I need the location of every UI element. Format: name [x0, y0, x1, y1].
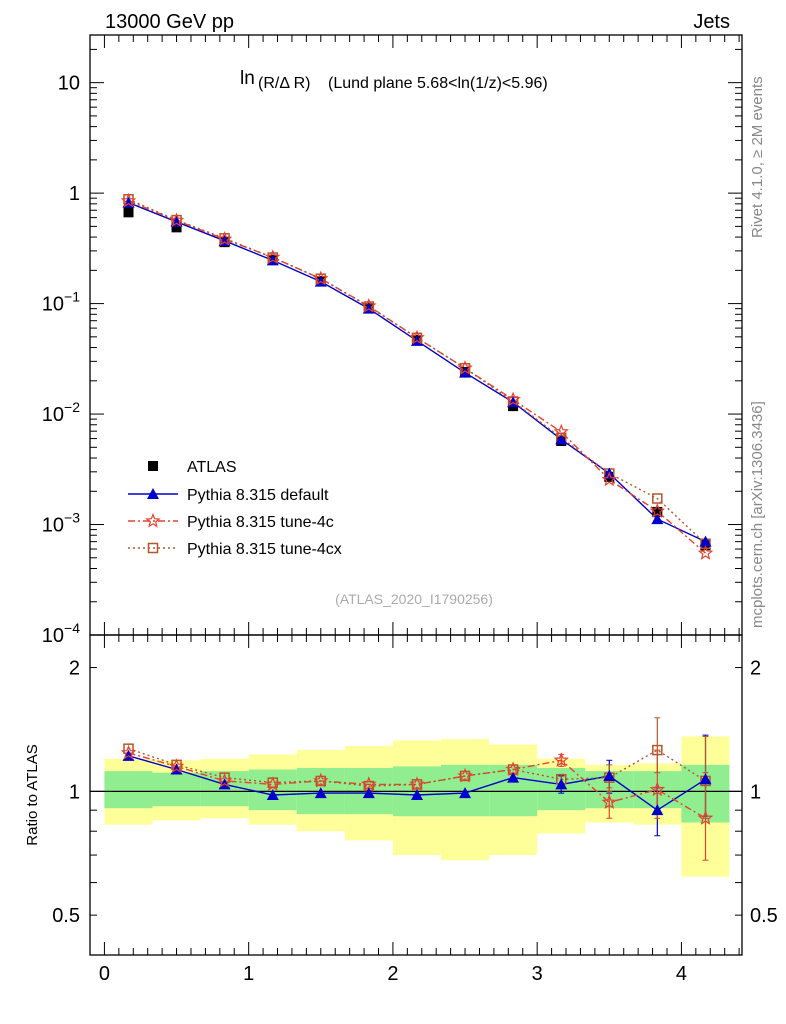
ratio-ylabel: Ratio to ATLAS — [24, 744, 41, 845]
ratio-point-tune4c — [649, 781, 666, 797]
ratio-xtick-label: 4 — [676, 963, 687, 985]
main-point-tune4c — [216, 231, 233, 246]
main-plot: 10 1 10−1 10−2 10−3 10−4 ATLAS Pythia 8.315 def… — [42, 34, 743, 647]
ratio-line-tune4cx — [128, 748, 706, 787]
main-point-default — [651, 513, 664, 525]
legend-label-atlas: ATLAS — [187, 459, 237, 476]
mcplots-label: mcplots.cern.ch [arXiv:1306.3436] — [749, 401, 766, 628]
ratio-ytick-label-right: 0.5 — [750, 905, 778, 927]
ratio-xtick-label: 0 — [99, 963, 110, 985]
ratio-point-default — [314, 787, 327, 799]
ratio-point-tune4c — [168, 758, 185, 774]
rivet-label: Rivet 4.1.0, ≥ 2M events — [749, 76, 766, 238]
main-ytick-label: 10−1 — [42, 289, 80, 316]
ratio-point-tune4cx — [652, 744, 663, 756]
main-point-tune4c — [409, 329, 425, 345]
ratio-point-tune4c — [360, 776, 377, 791]
legend-label-tune4cx: Pythia 8.315 tune-4cx — [187, 541, 342, 558]
header-right: Jets — [693, 11, 730, 33]
main-point-tune4c — [265, 249, 281, 264]
main-point-tune4c — [168, 212, 185, 228]
main-point-tune4c — [601, 471, 618, 487]
ratio-ytick-label-right: 2 — [750, 658, 761, 680]
main-point-default — [555, 433, 568, 445]
main-point-tune4c — [120, 192, 137, 208]
main-ytick-label: 1 — [69, 183, 80, 205]
ratio-point-tune4c — [457, 767, 473, 783]
legend-marker-tune4cx — [147, 542, 159, 554]
main-point-tune4cx — [652, 493, 663, 504]
header-left: 13000 GeV pp — [105, 11, 234, 33]
ratio-ytick-label-left: 2 — [69, 658, 80, 680]
main-point-atlas — [171, 222, 182, 233]
main-ytick-label: 10−3 — [42, 510, 80, 537]
analysis-label: (ATLAS_2020_I1790256) — [335, 591, 493, 607]
ratio-point-default — [362, 787, 375, 799]
legend-marker-tune4c — [145, 512, 161, 528]
main-point-tune4c — [313, 270, 329, 286]
main-point-tune4c — [360, 297, 377, 313]
main-point-atlas — [123, 207, 134, 218]
ratio-point-default — [651, 804, 664, 816]
main-ytick-label: 10−4 — [42, 620, 80, 647]
main-ytick-label: 10−2 — [42, 399, 80, 426]
main-point-atlas — [652, 506, 663, 517]
main-point-tune4c — [553, 423, 569, 439]
ratio-ytick-label-right: 1 — [750, 781, 761, 803]
ratio-ytick-label-left: 0.5 — [52, 905, 80, 927]
plot-title-arg: (R/Δ R) — [258, 75, 310, 92]
legend-marker-default — [147, 488, 159, 499]
ratio-point-tune4c — [553, 752, 569, 767]
ratio-point-default — [603, 769, 616, 781]
ratio-point-tune4c — [120, 744, 137, 760]
main-point-tune4c — [697, 545, 714, 560]
ratio-xtick-label: 3 — [532, 963, 543, 985]
ratio-point-default — [266, 788, 279, 800]
main-point-tune4c — [457, 360, 473, 375]
ratio-point-default — [459, 787, 472, 799]
ratio-point-default — [699, 773, 712, 785]
ratio-point-default — [507, 771, 520, 783]
plot-title-ln: ln — [240, 68, 255, 89]
ratio-band-inner — [152, 772, 201, 807]
ratio-xtick-label: 1 — [243, 963, 254, 985]
ratio-point-tune4c — [313, 772, 329, 788]
main-point-default — [699, 535, 712, 547]
ratio-frame — [89, 634, 743, 956]
main-point-default — [459, 366, 472, 378]
main-ytick-label: 10 — [58, 73, 80, 95]
legend-label-tune4c: Pythia 8.315 tune-4c — [187, 514, 334, 531]
plot-title-rest: (Lund plane 5.68<ln(1/z)<5.96) — [328, 75, 548, 92]
main-point-tune4c — [649, 503, 666, 518]
ratio-point-tune4c — [505, 761, 521, 777]
ratio-plot: 2 2 1 1 0.5 0.5 0 1 2 3 4 — [52, 634, 778, 985]
ratio-point-default — [555, 778, 568, 790]
ratio-xtick-label: 2 — [387, 963, 398, 985]
legend-marker-atlas — [148, 461, 158, 471]
ratio-point-tune4c — [697, 810, 714, 825]
ratio-point-tune4c — [601, 794, 618, 810]
ratio-ytick-label-left: 1 — [69, 781, 80, 803]
ratio-point-tune4c — [265, 776, 281, 791]
ratio-point-tune4c — [216, 772, 233, 788]
ratio-band-inner — [104, 771, 153, 809]
ratio-point-tune4c — [409, 776, 425, 791]
main-point-tune4c — [505, 391, 521, 407]
legend-label-default: Pythia 8.315 default — [187, 487, 329, 504]
ratio-point-default — [411, 788, 424, 800]
